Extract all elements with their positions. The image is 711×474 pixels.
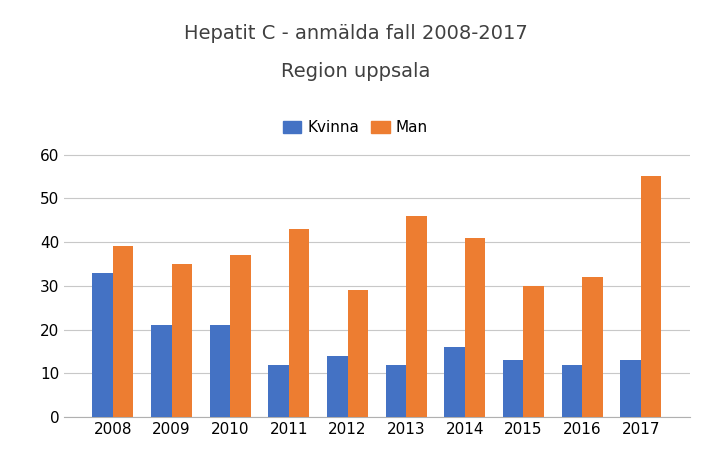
- Bar: [210, 325, 230, 417]
- Bar: [385, 365, 406, 417]
- Legend: Kvinna, Man: Kvinna, Man: [277, 114, 434, 142]
- Bar: [327, 356, 348, 417]
- Text: Hepatit C - anmälda fall 2008-2017: Hepatit C - anmälda fall 2008-2017: [183, 24, 528, 43]
- Bar: [503, 360, 523, 417]
- Bar: [523, 286, 544, 417]
- Bar: [562, 365, 582, 417]
- Bar: [582, 277, 603, 417]
- Bar: [289, 229, 309, 417]
- Bar: [641, 176, 661, 417]
- Bar: [230, 255, 251, 417]
- Bar: [268, 365, 289, 417]
- Bar: [348, 290, 368, 417]
- Bar: [151, 325, 171, 417]
- Bar: [171, 264, 192, 417]
- Bar: [444, 347, 465, 417]
- Bar: [113, 246, 134, 417]
- Text: Region uppsala: Region uppsala: [281, 62, 430, 81]
- Bar: [92, 273, 113, 417]
- Bar: [406, 216, 427, 417]
- Bar: [465, 238, 486, 417]
- Bar: [620, 360, 641, 417]
